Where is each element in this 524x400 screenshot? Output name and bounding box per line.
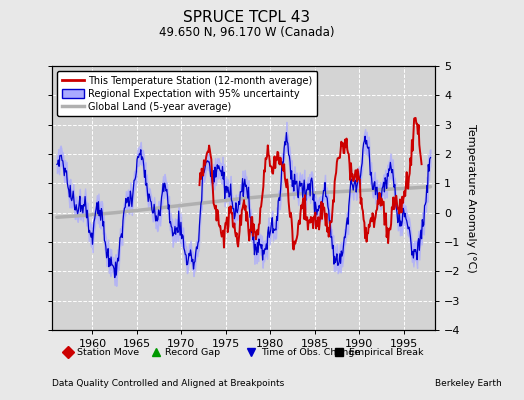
- Text: 49.650 N, 96.170 W (Canada): 49.650 N, 96.170 W (Canada): [159, 26, 334, 39]
- Legend: This Temperature Station (12-month average), Regional Expectation with 95% uncer: This Temperature Station (12-month avera…: [57, 71, 318, 116]
- Text: Empirical Break: Empirical Break: [349, 348, 423, 357]
- Text: Record Gap: Record Gap: [165, 348, 221, 357]
- Text: Berkeley Earth: Berkeley Earth: [435, 379, 501, 388]
- Y-axis label: Temperature Anomaly (°C): Temperature Anomaly (°C): [466, 124, 476, 272]
- Text: SPRUCE TCPL 43: SPRUCE TCPL 43: [183, 10, 310, 25]
- Text: Time of Obs. Change: Time of Obs. Change: [261, 348, 360, 357]
- Text: Station Move: Station Move: [77, 348, 139, 357]
- Text: Data Quality Controlled and Aligned at Breakpoints: Data Quality Controlled and Aligned at B…: [52, 379, 285, 388]
